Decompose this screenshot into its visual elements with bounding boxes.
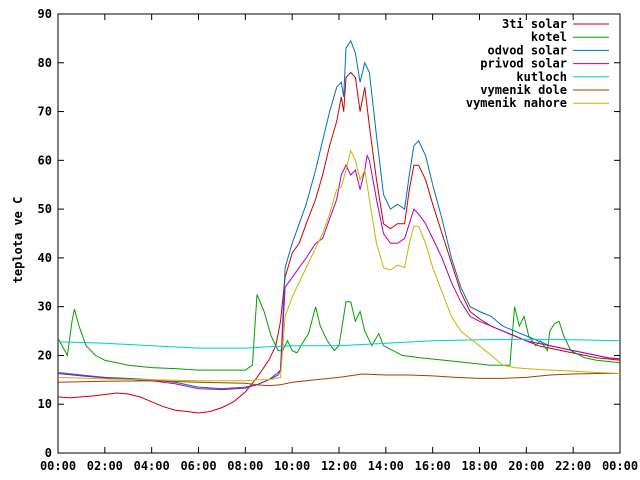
x-tick-label: 16:00 bbox=[415, 459, 451, 473]
series-line-4 bbox=[57, 338, 621, 349]
x-tick-label: 22:00 bbox=[555, 459, 591, 473]
legend-label-1: kotel bbox=[531, 30, 567, 44]
y-tick-label: 20 bbox=[38, 348, 52, 362]
x-tick-label: 00:00 bbox=[602, 459, 638, 473]
x-tick-label: 14:00 bbox=[368, 459, 404, 473]
series-lines bbox=[57, 39, 621, 414]
series-line-6 bbox=[57, 149, 621, 382]
legend-label-2: odvod solar bbox=[488, 43, 567, 57]
x-tick-label: 08:00 bbox=[227, 459, 263, 473]
x-tick-label: 12:00 bbox=[321, 459, 357, 473]
x-tick-label: 18:00 bbox=[461, 459, 497, 473]
y-tick-label: 70 bbox=[38, 105, 52, 119]
x-tick-label: 20:00 bbox=[508, 459, 544, 473]
x-tick-label: 10:00 bbox=[274, 459, 310, 473]
x-tick-label: 06:00 bbox=[180, 459, 216, 473]
x-tick-label: 00:00 bbox=[40, 459, 76, 473]
series-line-0 bbox=[57, 71, 621, 414]
y-tick-label: 60 bbox=[38, 153, 52, 167]
x-tick-label: 02:00 bbox=[87, 459, 123, 473]
series-line-5 bbox=[57, 373, 620, 387]
y-tick-label: 90 bbox=[38, 7, 52, 21]
legend-label-0: 3ti solar bbox=[502, 17, 567, 31]
y-tick-label: 40 bbox=[38, 251, 52, 265]
series-line-3 bbox=[57, 153, 621, 391]
legend-label-4: kutloch bbox=[516, 70, 567, 84]
y-tick-label: 30 bbox=[38, 300, 52, 314]
y-tick-label: 80 bbox=[38, 56, 52, 70]
series-line-1 bbox=[57, 294, 621, 371]
y-tick-label: 10 bbox=[38, 397, 52, 411]
y-tick-label: 0 bbox=[45, 446, 52, 460]
legend-label-5: vymenik dole bbox=[480, 83, 567, 97]
legend-label-6: vymenik nahore bbox=[466, 96, 567, 110]
y-axis-label: teplota ve C bbox=[11, 197, 25, 284]
legend-label-3: privod solar bbox=[480, 57, 567, 71]
x-tick-label: 04:00 bbox=[134, 459, 170, 473]
y-tick-label: 50 bbox=[38, 202, 52, 216]
axis-ticks: 0 10 20 30 40 50 60 70 80 90 00:00 02:00 04:00 06:00 0… bbox=[38, 7, 639, 473]
